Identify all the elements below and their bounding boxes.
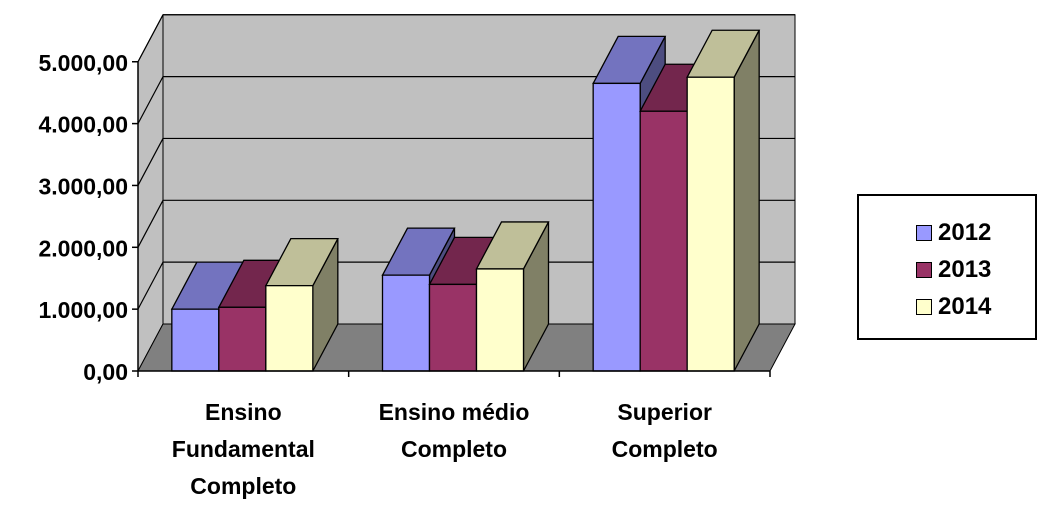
- x-tick-label-line: Ensino médio: [379, 399, 530, 425]
- bar-ensino-fundamental-completo-2014: [264, 237, 339, 372]
- x-tick-label-line: Superior: [617, 399, 712, 425]
- bar-front: [592, 82, 641, 372]
- legend: 2012 2013 2014: [857, 194, 1037, 340]
- bar-front: [639, 110, 688, 372]
- bar-front: [218, 306, 267, 372]
- x-axis: Ensino Fundamental Completo Ensino médio Com…: [137, 370, 771, 499]
- legend-item-2014: 2014: [916, 293, 991, 321]
- bars: [170, 29, 761, 372]
- legend-swatch-2012: [916, 225, 932, 241]
- legend-label-2014: 2014: [938, 293, 992, 320]
- bar-side: [733, 29, 760, 372]
- x-tick-label-superior-completo: Superior Completo: [612, 399, 718, 462]
- y-axis: 0,00 1.000,00 2.000,00 3.000,00 4.000,00 5.00…: [38, 50, 139, 385]
- y-tick-label: 2.000,00: [38, 235, 128, 261]
- bar-front: [265, 284, 314, 372]
- gridline-side: [137, 261, 164, 310]
- y-tick-label: 5.000,00: [38, 50, 128, 76]
- gridline-side: [137, 14, 164, 63]
- bar-superior-completo-2014: [686, 29, 761, 372]
- x-tick-label-line: Ensino: [205, 399, 282, 425]
- x-tick-label-ensino-fundamental-completo: Ensino Fundamental Completo: [172, 399, 315, 499]
- y-tick-label: 0,00: [83, 359, 128, 385]
- x-tick-label-ensino-m-dio-completo: Ensino médio Completo: [379, 399, 530, 462]
- y-tick-label: 4.000,00: [38, 112, 128, 138]
- x-tick-label-line: Completo: [612, 436, 718, 462]
- bar-front: [171, 308, 220, 372]
- gridline-side: [137, 138, 164, 186]
- legend-label-2013: 2013: [938, 256, 992, 283]
- legend-item-2012: 2012: [916, 219, 991, 247]
- bar-front: [381, 274, 431, 372]
- y-tick-label: 3.000,00: [38, 173, 128, 199]
- x-tick-label-line: Completo: [190, 473, 296, 499]
- bar-front: [686, 76, 735, 372]
- y-tick-label: 1.000,00: [38, 297, 128, 323]
- bar-front: [475, 268, 525, 372]
- side-wall: [137, 14, 164, 372]
- x-tick-label-line: Completo: [401, 436, 507, 462]
- x-tick-label-line: Fundamental: [172, 436, 315, 462]
- legend-swatch-2013: [916, 262, 932, 278]
- legend-item-2013: 2013: [916, 256, 991, 284]
- legend-label-2012: 2012: [938, 219, 992, 246]
- gridline-side: [137, 200, 164, 248]
- legend-swatch-2014: [916, 299, 932, 315]
- gridline-side: [137, 76, 164, 124]
- bar-front: [428, 283, 478, 372]
- bar-ensino-m-dio-completo-2014: [475, 221, 550, 372]
